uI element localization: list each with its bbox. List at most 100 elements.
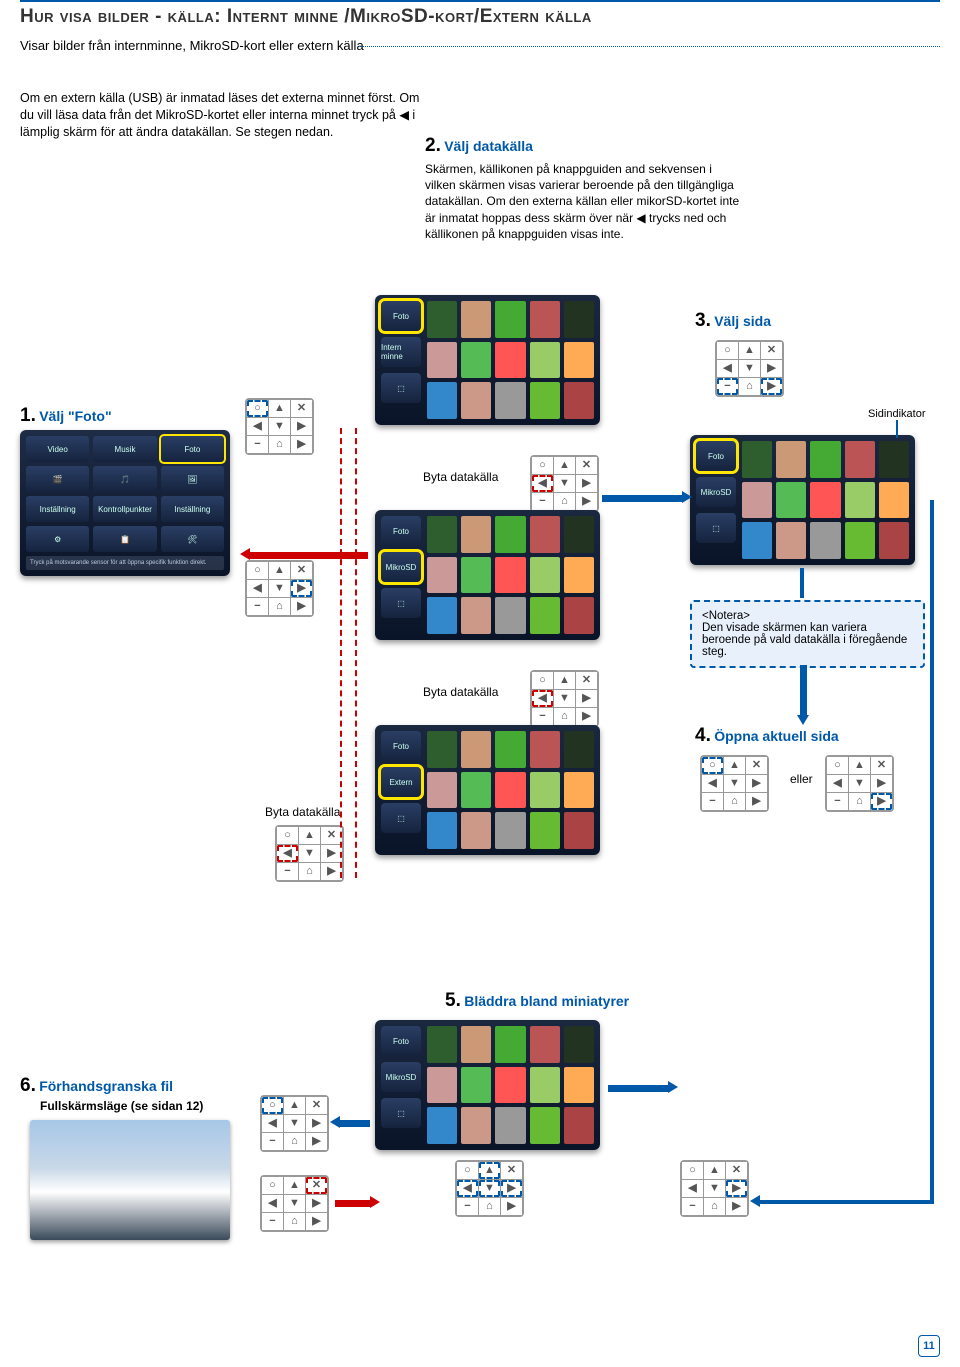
remote-key: ○ xyxy=(457,1162,479,1180)
menu-sett2: Inställning xyxy=(161,496,224,522)
remote-key: ▼ xyxy=(739,360,761,378)
remote-key: ▶ xyxy=(726,1180,748,1198)
remote-key: ▲ xyxy=(704,1162,726,1180)
step-2-title: Välj datakälla xyxy=(444,138,533,154)
remote-keypad: ○▲✕◀▼▶−⌂▶ xyxy=(245,398,314,455)
menu-icon: ⚙ xyxy=(26,526,89,552)
remote-key: ▲ xyxy=(724,757,746,775)
step-4: 4. Öppna aktuell sida xyxy=(695,725,839,747)
thumbnail xyxy=(495,1067,525,1104)
thumbnail xyxy=(461,301,491,338)
page-title: Hur visa bilder - källa: Internt minne /… xyxy=(20,6,940,28)
thumbnail xyxy=(742,482,772,519)
remote-key: ◀ xyxy=(262,1115,284,1133)
thumbnail xyxy=(564,1107,594,1144)
remote-key: ⌂ xyxy=(704,1198,726,1216)
menu-row-1: Video Musik Foto xyxy=(26,436,224,462)
remote-key: ○ xyxy=(717,342,739,360)
remote-key: ▲ xyxy=(849,757,871,775)
step-1-num: 1. xyxy=(20,405,36,426)
thumbnail xyxy=(530,772,560,809)
thumbnail xyxy=(564,342,594,379)
thumbnail xyxy=(530,812,560,849)
remote-key: ▼ xyxy=(554,690,576,708)
remote-key: ▲ xyxy=(284,1097,306,1115)
thumbnail xyxy=(810,482,840,519)
device-screen-foto: Foto Intern minne ⬚ xyxy=(375,295,600,425)
remote-key: ◀ xyxy=(247,418,269,436)
thumbnail xyxy=(742,522,772,559)
remote-key: ▶ xyxy=(291,580,313,598)
menu-icon: 📋 xyxy=(93,526,156,552)
remote-key: ▶ xyxy=(871,793,893,811)
step-3-title: Välj sida xyxy=(714,313,771,329)
step-3-num: 3. xyxy=(695,310,711,331)
remote-keypad: ○▲✕◀▼▶−⌂▶ xyxy=(700,755,769,812)
subtitle: Visar bilder från internminne, MikroSD-k… xyxy=(20,38,940,53)
thumbnail xyxy=(879,441,909,478)
thumbnail xyxy=(461,1026,491,1063)
remote-key: ▲ xyxy=(479,1162,501,1180)
thumbnail xyxy=(495,812,525,849)
remote-key: ○ xyxy=(247,562,269,580)
thumbnail-grid xyxy=(742,441,909,559)
remote-key: ▼ xyxy=(479,1180,501,1198)
thumbnail xyxy=(461,516,491,553)
remote-key: ✕ xyxy=(726,1162,748,1180)
remote-key: ○ xyxy=(262,1177,284,1195)
thumbnail xyxy=(530,597,560,634)
remote-key: ⌂ xyxy=(284,1213,306,1231)
remote-key: ⌂ xyxy=(554,708,576,726)
sidebar-sd: MikroSD xyxy=(696,477,736,507)
remote-key: ○ xyxy=(827,757,849,775)
remote-key: ▶ xyxy=(761,360,783,378)
byta-label-2: Byta datakälla xyxy=(423,685,498,699)
arrow xyxy=(800,665,807,715)
arrow-head xyxy=(797,715,809,725)
thumbnail xyxy=(564,731,594,768)
menu-footer: Tryck på motsvarande sensor för att öppn… xyxy=(26,556,224,570)
remote-key: ⌂ xyxy=(479,1198,501,1216)
remote-key: ▲ xyxy=(554,457,576,475)
step-2: 2. Välj datakälla Skärmen, källikonen på… xyxy=(425,135,745,242)
remote-key: ⌂ xyxy=(849,793,871,811)
thumbnail xyxy=(461,1107,491,1144)
thumbnail xyxy=(427,301,457,338)
remote-keypad: ○▲✕◀▼▶−⌂▶ xyxy=(680,1160,749,1217)
step-3: 3. Välj sida xyxy=(695,310,771,332)
menu-device: Video Musik Foto 🎬 🎵 🖼 Inställning Kontr… xyxy=(20,430,230,576)
remote-key: ▶ xyxy=(291,436,313,454)
step-6: 6. Förhandsgranska fil Fullskärmsläge (s… xyxy=(20,1075,203,1113)
step-2-body: Skärmen, källikonen på knappguiden and s… xyxy=(425,161,745,242)
remote-sub-step1: ○▲✕◀▼▶−⌂▶ xyxy=(245,560,314,620)
thumbnail xyxy=(530,301,560,338)
menu-video: Video xyxy=(26,436,89,462)
remote-key: ✕ xyxy=(576,672,598,690)
thumbnail xyxy=(810,522,840,559)
sidebar-placeholder: ⬚ xyxy=(381,1098,421,1128)
remote-key: ✕ xyxy=(746,757,768,775)
menu-music: Musik xyxy=(93,436,156,462)
remote-key: ✕ xyxy=(306,1177,328,1195)
thumbnail xyxy=(427,1026,457,1063)
remote-key: ◀ xyxy=(262,1195,284,1213)
remote-key: ○ xyxy=(702,757,724,775)
remote-keypad: ○▲✕◀▼▶−⌂▶ xyxy=(260,1095,329,1152)
device-sidebar: Foto MikroSD ⬚ xyxy=(696,441,736,559)
arrow xyxy=(760,1200,934,1204)
thumbnail xyxy=(776,441,806,478)
remote-key: ▶ xyxy=(501,1180,523,1198)
thumbnail xyxy=(845,482,875,519)
remote-key: ▶ xyxy=(306,1213,328,1231)
remote-key: ▶ xyxy=(306,1133,328,1151)
thumbnail xyxy=(495,342,525,379)
thumbnail xyxy=(879,522,909,559)
thumbnail-grid xyxy=(427,1026,594,1144)
note-head: <Notera> xyxy=(702,610,750,622)
thumbnail xyxy=(461,731,491,768)
thumbnail-grid xyxy=(427,301,594,419)
thumbnail xyxy=(564,557,594,594)
thumbnail xyxy=(495,597,525,634)
thumbnail xyxy=(564,382,594,419)
note-box: <Notera> Den visade skärmen kan variera … xyxy=(690,600,925,668)
